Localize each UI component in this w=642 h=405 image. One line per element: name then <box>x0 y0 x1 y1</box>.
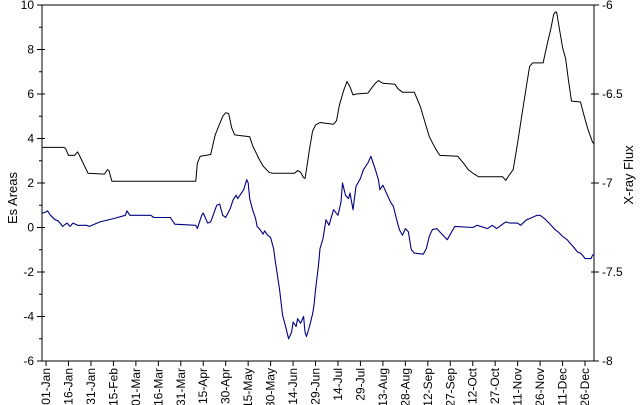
left-axis-tick-label: 4 <box>27 132 34 146</box>
left-axis-tick-label: 2 <box>27 176 34 190</box>
x-axis-tick-label: 13-Aug <box>376 368 390 405</box>
x-axis-tick-label: 15-May <box>241 368 255 405</box>
x-axis-tick-label: 30-Apr <box>219 368 233 404</box>
x-axis-tick-label: 29-Jun <box>309 368 323 405</box>
left-axis-tick-label: -2 <box>23 265 34 279</box>
right-axis-title: X-ray Flux <box>621 145 636 205</box>
x-axis-tick-label: 01-Jan <box>39 368 53 405</box>
left-axis-tick-label: 8 <box>27 43 34 57</box>
x-axis-tick-label: 30-May <box>264 368 278 405</box>
x-axis-tick-label: 27-Sep <box>443 368 457 405</box>
x-axis-tick-label: 14-Jul <box>331 368 345 401</box>
x-axis-tick-label: 26-Dec <box>578 368 592 405</box>
x-axis-tick-label: 26-Nov <box>533 368 547 405</box>
right-axis-tick-label: -6.5 <box>602 87 623 101</box>
left-axis-tick-label: 6 <box>27 87 34 101</box>
right-axis-tick-label: -6 <box>602 0 613 12</box>
x-axis-tick-label: 31-Jan <box>84 368 98 405</box>
x-axis-tick-label: 11-Nov <box>511 368 525 405</box>
es-areas-line <box>42 155 595 340</box>
x-axis-tick-label: 28-Aug <box>398 368 412 405</box>
right-axis-tick-label: -8 <box>602 354 613 368</box>
right-axis-tick-label: -7 <box>602 176 613 190</box>
x-axis-tick-label: 29-Jul <box>353 368 367 401</box>
x-axis-tick-label: 16-Jan <box>61 368 75 405</box>
x-ray-flux-line <box>42 11 595 182</box>
left-axis-tick-label: -4 <box>23 310 34 324</box>
x-axis-tick-label: 01-Mar <box>129 368 143 405</box>
left-axis-tick-label: 10 <box>21 0 35 12</box>
x-axis-tick-label: 31-Mar <box>174 368 188 405</box>
left-axis-tick-label: 0 <box>27 221 34 235</box>
x-axis-tick-label: 27-Oct <box>488 367 502 404</box>
x-axis-tick-label: 11-Dec <box>556 368 570 405</box>
right-axis-tick-label: -7.5 <box>602 265 623 279</box>
x-axis-tick-label: 15-Feb <box>106 368 120 405</box>
x-axis-tick-label: 12-Sep <box>421 368 435 405</box>
left-axis-tick-label: -6 <box>23 354 34 368</box>
left-axis-title: Es Areas <box>5 171 20 225</box>
plot-frame <box>41 4 595 362</box>
x-axis-tick-label: 16-Mar <box>151 368 165 405</box>
x-axis-tick-label: 12-Oct <box>466 367 480 404</box>
x-axis-tick-label: 15-Apr <box>196 368 210 404</box>
x-axis-tick-label: 14-Jun <box>286 368 300 405</box>
